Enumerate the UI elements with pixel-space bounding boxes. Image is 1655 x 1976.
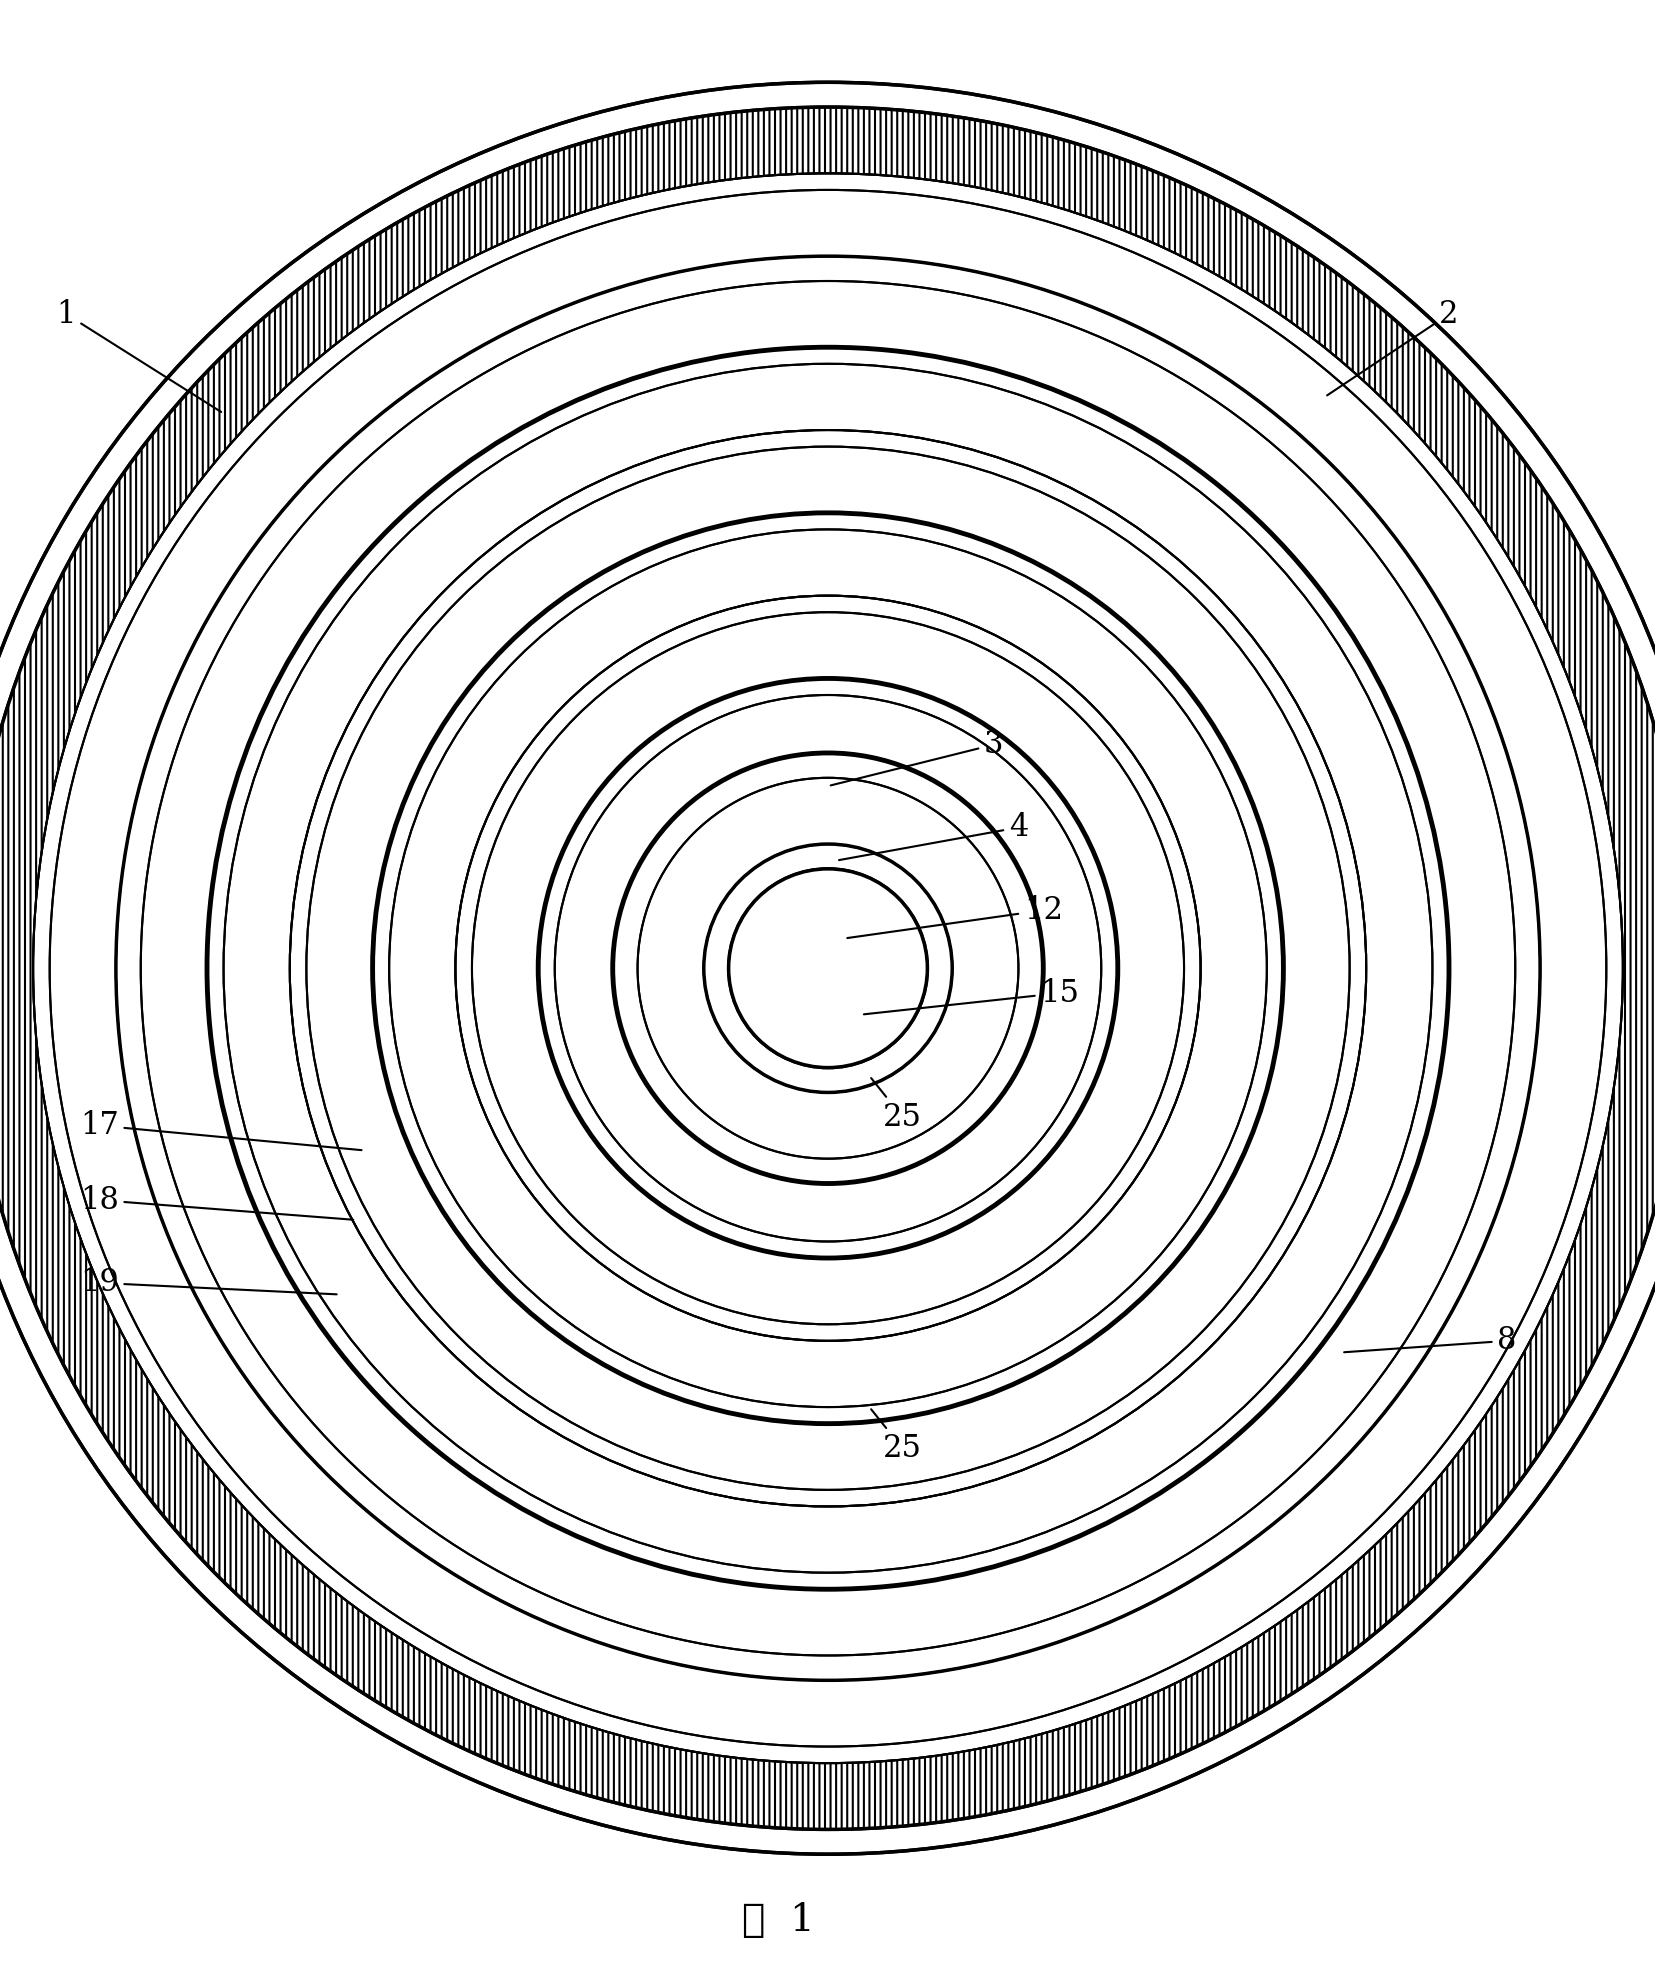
Circle shape xyxy=(472,613,1183,1324)
Circle shape xyxy=(33,174,1622,1763)
Circle shape xyxy=(290,431,1365,1506)
Text: 25: 25 xyxy=(871,1079,922,1132)
Circle shape xyxy=(637,779,1018,1158)
Circle shape xyxy=(538,678,1117,1259)
Circle shape xyxy=(472,613,1183,1324)
Text: 15: 15 xyxy=(864,978,1079,1014)
Circle shape xyxy=(141,281,1514,1656)
Circle shape xyxy=(703,844,952,1093)
Text: 1: 1 xyxy=(56,298,222,413)
Text: 12: 12 xyxy=(847,895,1063,939)
Circle shape xyxy=(0,107,1655,1830)
Circle shape xyxy=(290,431,1365,1506)
Circle shape xyxy=(33,174,1622,1763)
Circle shape xyxy=(554,696,1101,1241)
Circle shape xyxy=(612,753,1043,1184)
Circle shape xyxy=(223,364,1432,1573)
Circle shape xyxy=(612,753,1043,1184)
Circle shape xyxy=(50,190,1605,1747)
Circle shape xyxy=(703,844,952,1093)
Text: 2: 2 xyxy=(1326,298,1458,395)
Text: 18: 18 xyxy=(79,1184,353,1219)
Circle shape xyxy=(637,779,1018,1158)
Circle shape xyxy=(554,696,1101,1241)
Circle shape xyxy=(637,779,1018,1158)
Circle shape xyxy=(0,107,1655,1830)
Circle shape xyxy=(389,530,1266,1407)
Circle shape xyxy=(207,348,1448,1589)
Circle shape xyxy=(223,364,1432,1573)
Text: 19: 19 xyxy=(79,1267,336,1298)
Circle shape xyxy=(455,595,1200,1342)
Circle shape xyxy=(306,447,1349,1490)
Circle shape xyxy=(116,257,1539,1680)
Circle shape xyxy=(372,514,1283,1423)
Circle shape xyxy=(554,696,1101,1241)
Circle shape xyxy=(50,190,1605,1747)
Circle shape xyxy=(306,447,1349,1490)
Text: 17: 17 xyxy=(79,1111,361,1150)
Circle shape xyxy=(223,364,1432,1573)
Circle shape xyxy=(389,530,1266,1407)
Circle shape xyxy=(728,869,927,1067)
Text: 4: 4 xyxy=(839,812,1028,860)
Circle shape xyxy=(728,869,927,1067)
Text: 25: 25 xyxy=(871,1409,922,1464)
Circle shape xyxy=(472,613,1183,1324)
Circle shape xyxy=(141,281,1514,1656)
Circle shape xyxy=(306,447,1349,1490)
Circle shape xyxy=(0,83,1655,1853)
Circle shape xyxy=(50,190,1605,1747)
Circle shape xyxy=(538,678,1117,1259)
Circle shape xyxy=(455,595,1200,1342)
Circle shape xyxy=(389,530,1266,1407)
Circle shape xyxy=(0,107,1655,1830)
Circle shape xyxy=(116,257,1539,1680)
Text: 8: 8 xyxy=(1344,1326,1516,1356)
Text: 3: 3 xyxy=(831,729,1003,784)
Circle shape xyxy=(141,281,1514,1656)
Circle shape xyxy=(207,348,1448,1589)
Circle shape xyxy=(372,514,1283,1423)
Text: 图  1: 图 1 xyxy=(741,1903,814,1938)
